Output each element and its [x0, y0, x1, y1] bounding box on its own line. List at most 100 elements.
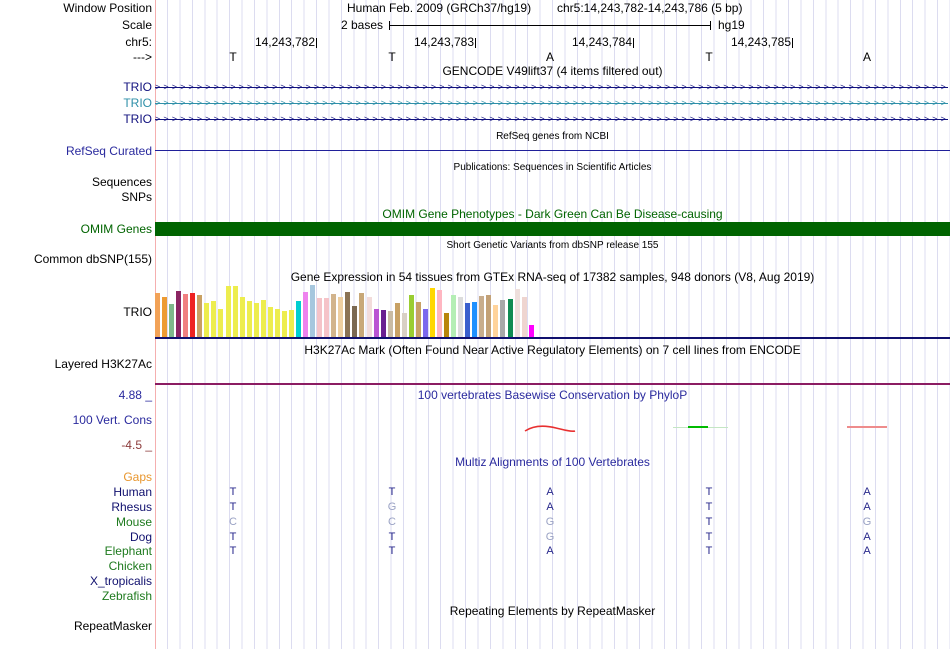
gtex-gene-label[interactable]: TRIO — [123, 305, 152, 319]
gtex-tissue-bar — [155, 293, 160, 338]
gtex-tissue-bar — [408, 295, 414, 338]
gtex-tissue-bar — [493, 305, 499, 338]
multiz-species-label[interactable]: Gaps — [123, 470, 152, 484]
coord-value: 14,243,784 — [571, 35, 632, 49]
gtex-tissue-bar — [324, 298, 330, 338]
repeatmasker-track-title[interactable]: Repeating Elements by RepeatMasker — [449, 604, 656, 618]
gene-strand-arrow-line[interactable]: >>>>>>>>>>>>>>>>>>>>>>>>>>>>>>>>>>>>>>>>… — [155, 83, 948, 92]
gencode-gene-label[interactable]: TRIO — [123, 96, 152, 110]
assembly-label: Human Feb. 2009 (GRCh37/hg19) — [347, 1, 532, 15]
refseq-gene-line[interactable] — [155, 150, 950, 151]
multiz-aligned-base: T — [705, 486, 713, 498]
gtex-tissue-bar — [422, 309, 428, 338]
multiz-species-label[interactable]: Mouse — [115, 515, 152, 529]
coord-tick-mark — [475, 38, 476, 48]
repeatmasker-label[interactable]: RepeatMasker — [73, 619, 152, 633]
gtex-tissue-bar — [380, 310, 386, 338]
coord-tick[interactable]: 14,243,784 — [514, 35, 634, 49]
reference-base: A — [545, 50, 554, 64]
omim-track-title[interactable]: OMIM Gene Phenotypes - Dark Green Can Be… — [382, 207, 723, 221]
gtex-tissue-bar — [281, 311, 287, 338]
coord-tick[interactable]: 14,243,782 — [197, 35, 317, 49]
omim-genes-label[interactable]: OMIM Genes — [80, 222, 152, 236]
gtex-tissue-bar — [514, 289, 520, 338]
multiz-aligned-base: A — [863, 486, 871, 498]
gtex-tissue-bar — [296, 301, 301, 338]
gtex-tissue-bar — [239, 297, 245, 338]
window-position-label: Window Position — [63, 1, 152, 15]
gtex-tissue-bar — [232, 286, 238, 338]
gtex-tissue-bar — [246, 301, 252, 338]
reference-base: T — [705, 50, 713, 64]
gene-strand-arrow-line[interactable]: >>>>>>>>>>>>>>>>>>>>>>>>>>>>>>>>>>>>>>>>… — [155, 99, 948, 108]
multiz-species-label[interactable]: Rhesus — [111, 500, 152, 514]
coord-tick[interactable]: 14,243,783 — [356, 35, 476, 49]
scale-label: Scale — [121, 18, 152, 32]
gtex-tissue-bar — [359, 293, 365, 338]
gtex-tissue-bar — [218, 309, 224, 338]
gtex-tissue-bar — [401, 313, 407, 338]
gencode-gene-label[interactable]: TRIO — [123, 80, 152, 94]
scale-ruler-left-tick — [389, 21, 390, 30]
multiz-species-label[interactable]: Elephant — [104, 544, 152, 558]
gtex-tissue-bar — [479, 296, 485, 338]
gtex-tissue-bar — [366, 297, 372, 338]
coord-value: 14,243,782 — [254, 35, 315, 49]
gtex-tissue-bar — [274, 309, 280, 338]
gtex-tissue-bar — [472, 302, 478, 338]
gencode-gene-label[interactable]: TRIO — [123, 112, 152, 126]
h3k27ac-label[interactable]: Layered H3K27Ac — [54, 357, 152, 371]
multiz-species-label[interactable]: Zebrafish — [101, 589, 152, 603]
gtex-tissue-bar — [486, 295, 492, 338]
multiz-species-label[interactable]: Dog — [129, 530, 152, 544]
gencode-track-title[interactable]: GENCODE V49lift37 (4 items filtered out) — [442, 64, 663, 78]
omim-gene-bar[interactable] — [155, 222, 950, 236]
dbsnp-label[interactable]: Common dbSNP(155) — [33, 252, 152, 266]
h3k27ac-signal-line[interactable] — [155, 383, 950, 385]
multiz-aligned-base: T — [705, 501, 713, 513]
gtex-tissue-bar — [260, 300, 266, 338]
multiz-aligned-base: C — [388, 516, 396, 528]
multiz-aligned-base: T — [705, 531, 713, 543]
phylop-axis-min: -4.5 _ — [121, 438, 152, 452]
gtex-expression-barchart[interactable] — [155, 285, 555, 338]
multiz-track-title[interactable]: Multiz Alignments of 100 Vertebrates — [455, 455, 650, 469]
reference-base: T — [388, 50, 396, 64]
gtex-tissue-bar — [303, 292, 309, 338]
position-value: chr5:14,243,782-14,243,786 (5 bp) — [557, 1, 743, 15]
gtex-tissue-bar — [204, 303, 210, 338]
gtex-tissue-bar — [507, 299, 513, 338]
snps-label[interactable]: SNPs — [121, 190, 152, 204]
phylop-label[interactable]: 100 Vert. Cons — [72, 413, 152, 427]
multiz-species-label[interactable]: Chicken — [108, 559, 152, 573]
publications-track-title[interactable]: Publications: Sequences in Scientific Ar… — [453, 162, 652, 173]
gtex-tissue-bar — [190, 293, 196, 338]
multiz-aligned-base: A — [546, 501, 554, 513]
reference-base: T — [229, 50, 237, 64]
scale-value: 2 bases — [340, 18, 383, 32]
multiz-aligned-base: T — [388, 486, 396, 498]
h3k27ac-track-title[interactable]: H3K27Ac Mark (Often Found Near Active Re… — [304, 343, 801, 357]
refseq-curated-label[interactable]: RefSeq Curated — [65, 144, 152, 158]
multiz-species-label[interactable]: Human — [113, 485, 152, 499]
multiz-species-label[interactable]: X_tropicalis — [89, 574, 152, 588]
gene-strand-arrow-line[interactable]: >>>>>>>>>>>>>>>>>>>>>>>>>>>>>>>>>>>>>>>>… — [155, 115, 948, 124]
phylop-track-title[interactable]: 100 vertebrates Basewise Conservation by… — [417, 388, 688, 402]
gtex-baseline — [155, 337, 950, 339]
dbsnp-track-title[interactable]: Short Genetic Variants from dbSNP releas… — [446, 240, 659, 251]
multiz-aligned-base: T — [229, 486, 237, 498]
scale-ruler-right-tick — [710, 21, 711, 30]
refseq-track-title[interactable]: RefSeq genes from NCBI — [496, 131, 609, 142]
gtex-tissue-bar — [288, 310, 294, 338]
gtex-tissue-bar — [197, 295, 203, 338]
chrom-label: chr5: — [125, 35, 152, 49]
gtex-track-title[interactable]: Gene Expression in 54 tissues from GTEx … — [290, 270, 815, 284]
coord-tick-mark — [316, 38, 317, 48]
coord-tick[interactable]: 14,243,785 — [673, 35, 793, 49]
phylop-negative-peak — [524, 425, 576, 433]
coord-value: 14,243,785 — [730, 35, 791, 49]
sequences-label[interactable]: Sequences — [91, 175, 152, 189]
gtex-tissue-bar — [415, 302, 421, 338]
reference-base: A — [862, 50, 871, 64]
